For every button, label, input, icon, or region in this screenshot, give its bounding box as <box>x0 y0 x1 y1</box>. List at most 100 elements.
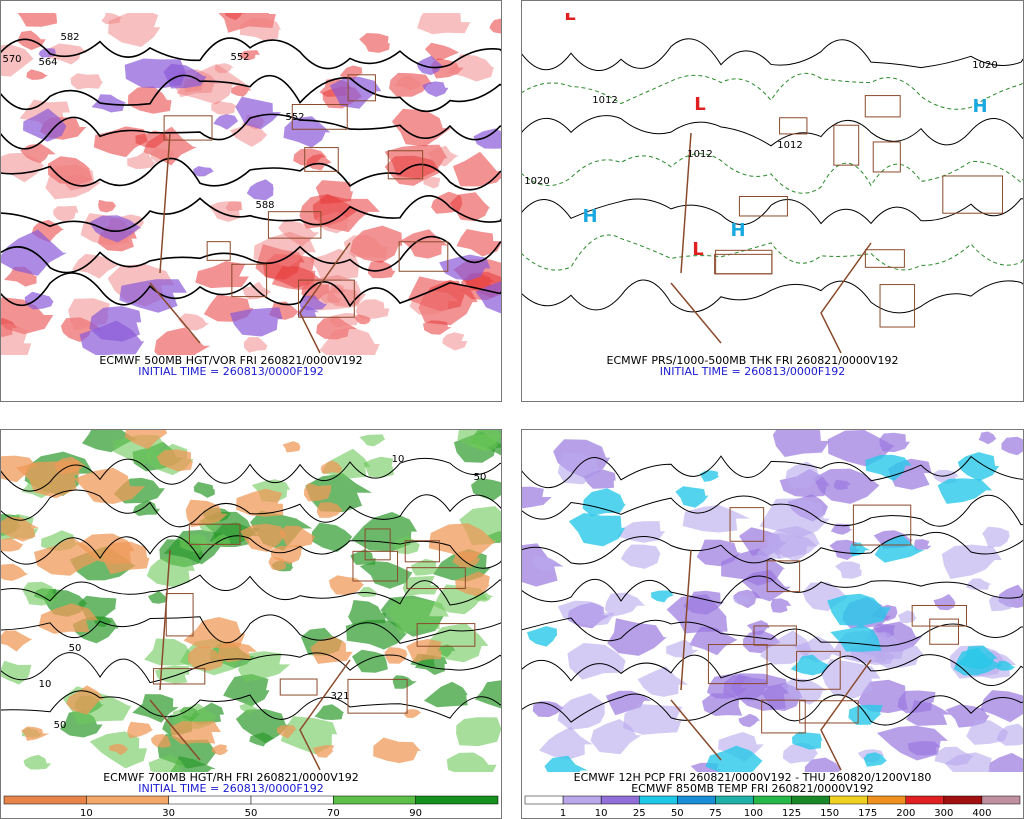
contour <box>522 234 1023 271</box>
shaded-field <box>651 590 675 603</box>
shaded-field <box>235 96 281 130</box>
shaded-field <box>863 752 888 767</box>
contour <box>1 652 501 684</box>
shaded-field <box>223 674 270 707</box>
shaded-field <box>457 430 501 451</box>
shaded-field <box>135 130 169 149</box>
state-border <box>188 523 241 545</box>
shaded-field <box>532 555 559 572</box>
colorbar-swatch <box>829 795 868 805</box>
shaded-field <box>319 327 380 355</box>
shaded-field <box>392 675 417 689</box>
shaded-field <box>406 639 442 663</box>
colorbar-swatch <box>715 795 754 805</box>
panel: 582 564 552 552 570 588 ECMWF 500MB HGT/VOR FR… <box>0 0 502 402</box>
colorbar-label: 400 <box>972 808 991 819</box>
map-label: 321 <box>330 691 349 702</box>
shaded-field <box>416 55 443 76</box>
shaded-field <box>557 600 615 627</box>
shaded-field <box>522 486 552 509</box>
shaded-field <box>755 544 783 559</box>
shaded-field <box>239 702 258 714</box>
shaded-field <box>231 84 252 97</box>
shaded-field <box>439 254 491 281</box>
shaded-field <box>620 544 661 569</box>
shaded-field <box>1 660 32 685</box>
shaded-field <box>1 152 45 183</box>
colorbar-swatch <box>524 795 564 805</box>
shaded-field <box>980 690 1023 723</box>
shaded-field <box>279 525 316 548</box>
shaded-field <box>127 86 172 114</box>
shaded-field <box>329 312 360 327</box>
shaded-field <box>391 108 452 147</box>
shaded-field <box>770 598 792 613</box>
shaded-field <box>359 561 413 589</box>
contour <box>522 279 1023 314</box>
state-border <box>852 504 912 546</box>
map-label: 552 <box>285 112 304 123</box>
shaded-field <box>148 590 168 604</box>
shaded-field <box>124 58 186 89</box>
state-border <box>153 668 206 685</box>
colorbar-label: 10 <box>595 808 608 819</box>
shaded-field <box>446 752 497 772</box>
contour <box>522 72 1023 110</box>
shaded-field <box>417 13 471 35</box>
colorbar-swatch <box>753 795 792 805</box>
panel: 50 10 50 321 50 10 ECMWF 700MB HGT/RH FRI 2608… <box>0 429 502 819</box>
shaded-field <box>305 473 372 513</box>
shaded-field <box>102 541 150 575</box>
shaded-field <box>328 575 365 596</box>
state-border <box>165 593 194 637</box>
shaded-field <box>934 746 975 766</box>
contour <box>1 690 501 720</box>
shaded-field <box>329 76 382 109</box>
colorbar-swatch <box>867 795 907 805</box>
shaded-field <box>355 299 390 320</box>
shaded-field <box>144 638 191 666</box>
state-border <box>347 74 376 102</box>
shaded-field <box>682 505 750 533</box>
map-area <box>522 430 1023 772</box>
state-border <box>163 115 213 141</box>
shaded-field <box>1 537 24 552</box>
map-label: L <box>692 239 703 260</box>
shaded-field <box>132 500 160 516</box>
state-border <box>942 175 1004 214</box>
colorbar-label: 70 <box>327 808 340 819</box>
shaded-field <box>1 563 29 581</box>
shaded-field <box>978 431 997 445</box>
colorbar-label: 50 <box>245 808 258 819</box>
colorbar-swatch <box>791 795 830 805</box>
state-border <box>879 284 916 328</box>
shaded-field <box>791 731 823 750</box>
shaded-field <box>568 513 626 547</box>
shaded-field <box>230 307 283 337</box>
shaded-field <box>532 701 564 717</box>
colorbar-swatch <box>415 795 499 805</box>
state-border <box>715 249 773 275</box>
coastline <box>149 549 351 771</box>
shaded-field <box>982 526 1010 548</box>
map-label: 570 <box>2 54 21 65</box>
shaded-field <box>402 575 439 597</box>
shaded-field <box>108 13 161 47</box>
state-border <box>416 623 476 647</box>
shaded-field <box>941 544 1002 579</box>
contour <box>522 531 1023 565</box>
shaded-field <box>253 231 316 268</box>
state-border <box>833 124 860 166</box>
shaded-field <box>127 150 157 169</box>
state-border <box>298 279 355 318</box>
shaded-field <box>395 75 422 91</box>
shaded-field <box>409 291 459 315</box>
colorbar-swatch <box>600 795 640 805</box>
shaded-field <box>781 678 827 705</box>
state-border <box>387 150 424 180</box>
shaded-field <box>966 719 1009 745</box>
shaded-field <box>238 50 260 61</box>
contour <box>522 115 1023 147</box>
shaded-field <box>239 18 281 42</box>
shaded-field <box>473 128 501 149</box>
